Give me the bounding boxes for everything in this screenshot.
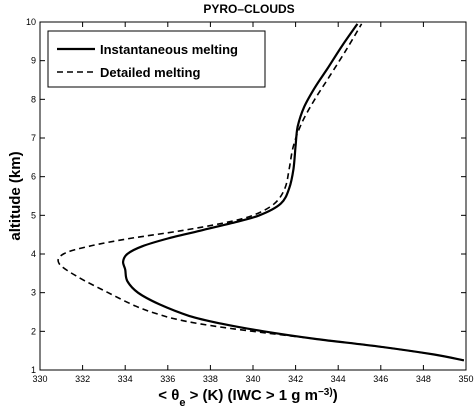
series-layer — [57, 23, 465, 362]
x-tick-label: 344 — [331, 374, 346, 384]
legend-label: Detailed melting — [100, 65, 200, 80]
y-tick-label: 1 — [31, 365, 36, 375]
y-tick-label: 9 — [31, 56, 36, 66]
x-tick-label: 336 — [160, 374, 175, 384]
y-tick-label: 4 — [31, 249, 36, 259]
legend-label: Instantaneous melting — [100, 42, 238, 57]
legend: Instantaneous melting Detailed melting — [47, 30, 266, 88]
x-tick-label: 330 — [32, 374, 47, 384]
x-tick-label: 334 — [118, 374, 133, 384]
x-tick-label: 340 — [245, 374, 260, 384]
legend-box — [47, 30, 266, 88]
y-tick-label: 7 — [31, 133, 36, 143]
y-axis-label: altitude (km) — [7, 151, 24, 240]
x-tick-label: 338 — [203, 374, 218, 384]
y-tick-label: 3 — [31, 288, 36, 298]
x-tick-label: 346 — [373, 374, 388, 384]
x-tick-label: 332 — [75, 374, 90, 384]
y-tick-label: 5 — [31, 210, 36, 220]
y-tick-label: 10 — [26, 17, 36, 27]
x-tick-label: 342 — [288, 374, 303, 384]
y-tick-label: 2 — [31, 326, 36, 336]
series-instantaneous-melting-line — [121, 23, 465, 362]
y-axis-ticks: 1 2 3 4 5 6 7 8 9 10 — [26, 17, 466, 375]
chart-title: PYRO–CLOUDS — [203, 2, 294, 16]
series-detailed-melting-line — [57, 23, 465, 362]
y-tick-label: 8 — [31, 94, 36, 104]
y-tick-label: 6 — [31, 172, 36, 182]
x-tick-label: 350 — [458, 374, 473, 384]
x-axis-label: < θe > (K) (IWC > 1 g m−3)) — [158, 387, 337, 410]
x-axis-ticks: 330 332 334 336 338 340 342 344 346 348 350 — [32, 22, 474, 384]
x-tick-label: 348 — [416, 374, 431, 384]
